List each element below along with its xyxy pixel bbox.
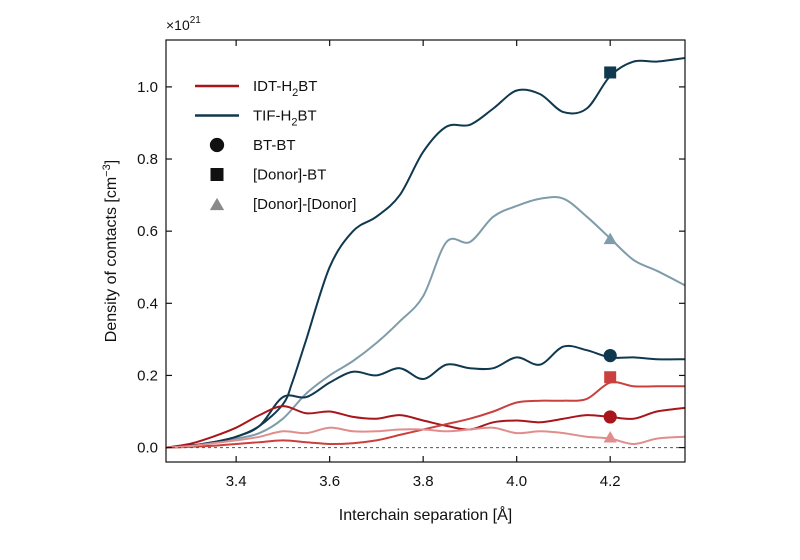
legend-swatch-circle xyxy=(209,137,225,153)
y-tick-label: 0.8 xyxy=(137,151,158,168)
legend-label: IDT-H2BT xyxy=(253,78,317,99)
data-marker-square-3 xyxy=(604,371,617,384)
legend-label: BT-BT xyxy=(253,137,296,154)
series-line-5 xyxy=(166,426,685,449)
data-marker-circle-4 xyxy=(603,410,617,424)
data-marker-circle-2 xyxy=(603,348,617,363)
legend-swatch-square xyxy=(210,168,224,181)
legend-label: TIF-H2BT xyxy=(253,108,317,129)
y-axis-label: Density of contacts [cm−3] xyxy=(101,160,120,342)
series-line-3 xyxy=(166,405,685,449)
plot-frame xyxy=(165,39,686,463)
y-tick-label: 0.6 xyxy=(137,223,158,240)
legend-label: [Donor]-[Donor] xyxy=(253,196,356,213)
legend-entry-2: BT-BT xyxy=(209,137,296,154)
legend-entry-0: IDT-H2BT xyxy=(195,78,317,99)
series-line-0 xyxy=(166,57,685,449)
y-tick-label: 1.0 xyxy=(137,79,158,96)
x-tick-label: 3.6 xyxy=(319,473,340,490)
data-marker-triangle-1 xyxy=(603,232,617,245)
data-marker-square-0 xyxy=(604,66,617,79)
legend-entry-1: TIF-H2BT xyxy=(195,108,317,129)
legend-swatch-triangle xyxy=(209,197,225,211)
y-tick-label: 0.4 xyxy=(137,295,158,312)
series-markers xyxy=(603,66,617,443)
legend: IDT-H2BT TIF-H2BT BT-BT [Donor]-BT [Donor]-[… xyxy=(195,78,356,213)
y-tick-label: 0.0 xyxy=(137,440,158,457)
x-tick-label: 4.0 xyxy=(506,473,527,490)
x-axis-label: Interchain separation [Å] xyxy=(339,505,512,524)
x-tick-label: 4.2 xyxy=(600,473,621,490)
series-line-2 xyxy=(166,344,685,449)
legend-entry-3: [Donor]-BT xyxy=(210,167,326,184)
y-axis-multiplier: ×1021 xyxy=(166,15,201,33)
y-tick-label: 0.2 xyxy=(137,367,158,384)
data-marker-triangle-5 xyxy=(603,431,617,443)
axes: 3.4 3.6 3.8 4.0 4.2 0.0 0.2 0.4 0.6 0.8 1.0 ×1021 In… xyxy=(101,15,686,524)
x-tick-label: 3.8 xyxy=(413,473,434,490)
legend-entry-4: [Donor]-[Donor] xyxy=(209,196,356,213)
series-lines xyxy=(166,57,685,449)
x-tick-label: 3.4 xyxy=(226,473,247,490)
legend-label: [Donor]-BT xyxy=(253,167,326,184)
series-line-1 xyxy=(166,196,685,449)
